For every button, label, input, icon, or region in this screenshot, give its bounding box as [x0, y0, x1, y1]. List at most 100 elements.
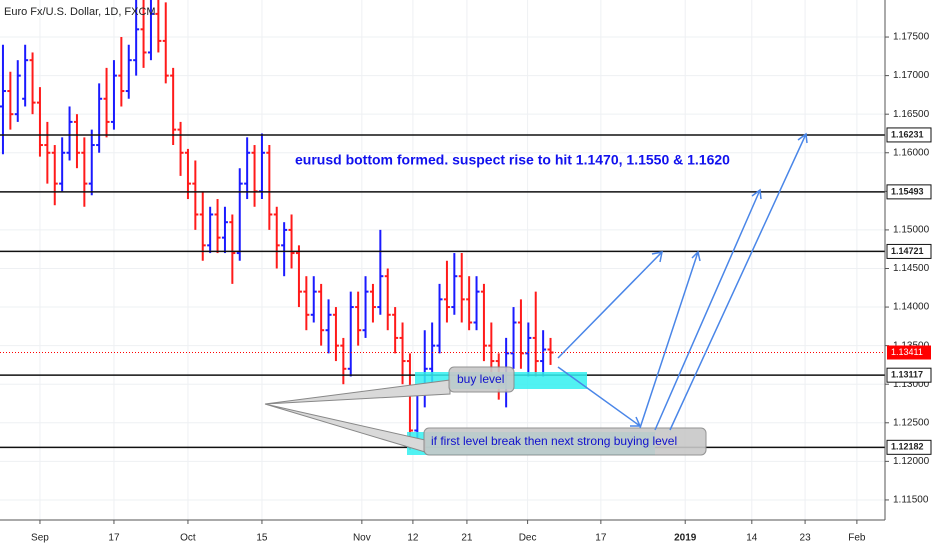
callout-box: [448, 366, 515, 393]
ohlc-bar: [29, 52, 36, 115]
ohlc-bar: [51, 145, 58, 206]
x-tick-label: Dec: [519, 533, 537, 544]
x-tick-label: 21: [461, 533, 473, 544]
ohlc-bar: [377, 229, 384, 315]
ohlc-bar: [466, 276, 473, 331]
x-tick-label: Sep: [31, 533, 49, 544]
x-tick-label: 15: [256, 533, 268, 544]
ohlc-bar: [96, 83, 103, 153]
level-label-box: [886, 184, 932, 200]
ohlc-bar: [81, 137, 88, 207]
ohlc-bar: [480, 283, 487, 362]
ohlc-bar: [525, 322, 532, 377]
arrow: [669, 132, 808, 431]
y-tick-label: 1.17000: [893, 70, 930, 81]
x-tick-label: 12: [407, 533, 419, 544]
ohlc-bar: [251, 145, 258, 207]
ohlc-bar: [369, 283, 376, 323]
ohlc-bar: [44, 121, 51, 184]
ohlc-bar: [392, 307, 399, 354]
ohlc-bar: [199, 191, 206, 261]
ohlc-bar: [7, 71, 14, 130]
ohlc-bar: [184, 148, 191, 200]
ohlc-bar: [22, 44, 29, 107]
x-tick-label: Nov: [353, 533, 371, 544]
arrow: [639, 250, 701, 429]
ohlc-bar: [236, 168, 243, 261]
callout-pointer: [264, 403, 426, 453]
ohlc-bar: [36, 87, 43, 157]
level-label: 1.14721: [891, 246, 924, 256]
ohlc-bar: [510, 307, 517, 369]
ohlc-bar: [66, 106, 73, 161]
ohlc-bar: [303, 276, 310, 331]
ohlc-bar: [310, 276, 317, 323]
ohlc-bar: [73, 114, 80, 169]
ohlc-bar: [458, 253, 465, 323]
ohlc-bar: [273, 206, 280, 269]
y-tick-label: 1.13000: [893, 379, 930, 390]
ohlc-bar: [399, 322, 406, 385]
chart-title: Euro Fx/U.S. Dollar, 1D, FXCM: [4, 6, 156, 18]
ohlc-bar: [229, 214, 236, 284]
ohlc-bar: [133, 0, 140, 76]
x-tick-label: 2019: [674, 533, 697, 544]
ohlc-bar: [147, 0, 154, 61]
ohlc-bar: [258, 133, 265, 200]
annotation: if first level break then next strong bu…: [431, 434, 677, 448]
ohlc-bar: [451, 253, 458, 315]
level-label: 1.13117: [891, 370, 923, 380]
last-price-label: 1.13411: [891, 347, 923, 357]
callout-box: [423, 427, 707, 456]
x-tick-label: Feb: [848, 533, 866, 544]
ohlc-bar: [540, 330, 547, 377]
ohlc-bar: [266, 145, 273, 230]
y-tick-label: 1.15000: [893, 225, 930, 236]
ohlc-bar: [347, 291, 354, 377]
ohlc-bar: [473, 276, 480, 331]
ohlc-bar: [118, 37, 125, 107]
ohlc-bar: [125, 44, 132, 99]
ohlc-bar: [177, 121, 184, 176]
ohlc-bar: [281, 222, 288, 277]
ohlc-bar: [207, 206, 214, 254]
ohlc-bar: [59, 137, 66, 192]
annotation: eurusd bottom formed. suspect rise to hi…: [295, 152, 730, 168]
arrows: [557, 132, 808, 431]
y-tick-label: 1.11500: [893, 495, 929, 506]
level-label: 1.12182: [891, 442, 924, 452]
ohlc-bar: [362, 276, 369, 338]
ohlc-bar: [288, 214, 295, 269]
arrow: [654, 188, 762, 431]
ohlc-bar: [295, 245, 302, 308]
level-label: 1.15493: [891, 186, 924, 196]
annotation: buy level: [457, 372, 504, 386]
last-price-box: [887, 345, 931, 360]
ohlc-bar: [155, 0, 162, 53]
x-tick-label: 23: [800, 533, 812, 544]
ohlc-bar: [192, 160, 199, 230]
y-tick-label: 1.16500: [893, 109, 930, 120]
ohlc-bar: [103, 67, 110, 138]
ohlc-bar: [547, 337, 554, 365]
ohlc-bar: [140, 0, 147, 68]
level-label: 1.16231: [891, 129, 924, 139]
y-tick-label: 1.17500: [893, 32, 930, 43]
y-tick-label: 1.16000: [893, 147, 930, 158]
ohlc-bar: [443, 260, 450, 323]
ohlc-bar: [355, 291, 362, 346]
ohlc-bar: [318, 283, 325, 346]
level-label-box: [886, 243, 932, 259]
callout-pointer: [264, 379, 451, 405]
ohlc-bar: [436, 283, 443, 354]
ohlc-bar: [340, 337, 347, 385]
x-tick-label: 17: [108, 533, 120, 544]
x-tick-label: 17: [595, 533, 607, 544]
level-label-box: [886, 367, 932, 383]
ohlc-bar: [532, 291, 539, 377]
y-tick-label: 1.12000: [893, 456, 930, 467]
ohlc-bar: [221, 206, 228, 254]
bars: [0, 0, 885, 450]
level-label-box: [886, 127, 932, 143]
x-tick-label: Oct: [180, 533, 196, 544]
